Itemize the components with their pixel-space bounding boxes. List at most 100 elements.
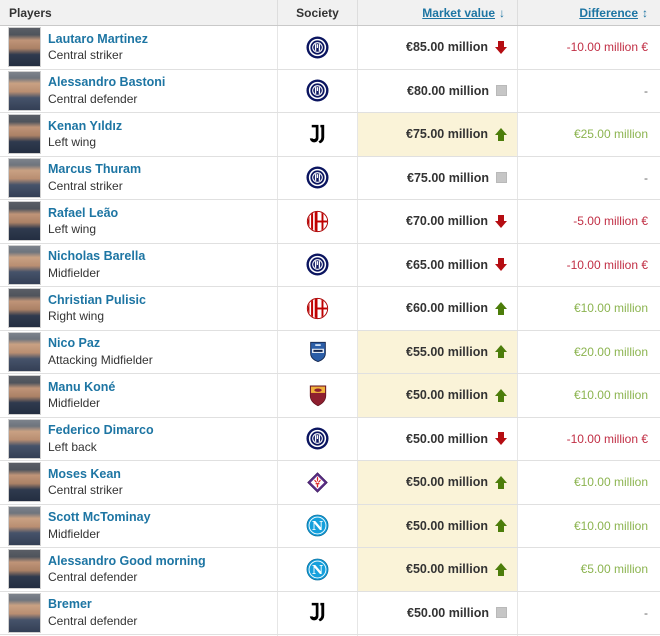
player-cell: Alessandro Good morning Central defender — [0, 548, 278, 591]
table-header: Players Society Market value ↓ Differenc… — [0, 0, 660, 26]
market-value-cell: €50.00 million — [358, 548, 518, 591]
table-row: Federico Dimarco Left back €50.00 millio… — [0, 417, 660, 461]
difference-value: €10.00 million — [573, 475, 648, 490]
player-position: Midfielder — [48, 526, 101, 541]
society-cell — [278, 287, 358, 330]
player-position: Attacking Midfielder — [48, 352, 153, 367]
player-name-link[interactable]: Christian Pulisic — [48, 292, 146, 307]
table-row: Scott McTominay Midfielder N €50.00 mill… — [0, 504, 660, 548]
inter-club-badge-icon[interactable] — [306, 35, 330, 59]
player-position: Left wing — [48, 222, 97, 237]
table-row: Christian Pulisic Right wing €60.00 mill… — [0, 287, 660, 331]
arrow-up-icon — [495, 562, 507, 576]
player-name-link[interactable]: Marcus Thuram — [48, 162, 142, 177]
player-position: Midfielder — [48, 396, 101, 411]
sort-both-icon[interactable]: ↕ — [642, 5, 648, 20]
arrow-up-icon — [495, 475, 507, 489]
column-header-society: Society — [278, 0, 358, 25]
arrow-down-icon — [495, 214, 507, 228]
roma-club-badge-icon[interactable] — [306, 383, 330, 407]
player-photo[interactable] — [8, 549, 41, 590]
player-photo[interactable] — [8, 27, 41, 68]
market-value: €50.00 million — [407, 605, 489, 620]
como-club-badge-icon[interactable] — [306, 340, 330, 364]
player-position: Midfielder — [48, 265, 101, 280]
player-photo[interactable] — [8, 331, 41, 372]
difference-value: -10.00 million € — [566, 40, 648, 55]
arrow-up-icon — [495, 345, 507, 359]
napoli-club-badge-icon[interactable]: N — [306, 514, 330, 538]
player-photo[interactable] — [8, 462, 41, 503]
no-change-icon — [496, 85, 507, 97]
difference-value: -10.00 million € — [566, 257, 648, 272]
player-photo[interactable] — [8, 592, 41, 633]
fiorentina-club-badge-icon[interactable] — [306, 470, 330, 494]
player-position: Central defender — [48, 91, 138, 106]
player-cell: Scott McTominay Midfielder — [0, 504, 278, 547]
society-cell — [278, 200, 358, 243]
milan-club-badge-icon[interactable] — [306, 209, 330, 233]
player-name-link[interactable]: Rafael Leão — [48, 205, 119, 220]
society-cell — [278, 374, 358, 417]
market-value-cell: €55.00 million — [358, 330, 518, 373]
inter-club-badge-icon[interactable] — [306, 79, 330, 103]
market-value: €85.00 million — [406, 40, 488, 55]
player-name-link[interactable]: Nicholas Barella — [48, 249, 146, 264]
player-photo[interactable] — [8, 114, 41, 155]
milan-club-badge-icon[interactable] — [306, 296, 330, 320]
society-cell — [278, 26, 358, 69]
table-row: Kenan Yıldız Left wing €75.00 million €2… — [0, 113, 660, 157]
market-value: €80.00 million — [407, 83, 489, 98]
inter-club-badge-icon[interactable] — [306, 427, 330, 451]
difference-sort-link[interactable]: Difference — [579, 5, 638, 20]
difference-cell: -10.00 million € — [518, 26, 660, 69]
difference-cell: - — [518, 70, 660, 113]
juventus-club-badge-icon[interactable] — [306, 601, 330, 625]
player-name-link[interactable]: Federico Dimarco — [48, 423, 154, 438]
difference-value: - — [644, 170, 648, 185]
player-name-link[interactable]: Alessandro Bastoni — [48, 75, 166, 90]
svg-text:N: N — [312, 562, 323, 577]
player-name-link[interactable]: Nico Paz — [48, 336, 101, 351]
player-photo[interactable] — [8, 157, 41, 198]
inter-club-badge-icon[interactable] — [306, 166, 330, 190]
player-position: Central defender — [48, 570, 138, 585]
player-photo[interactable] — [8, 418, 41, 459]
sort-descending-icon[interactable]: ↓ — [499, 5, 505, 20]
player-photo[interactable] — [8, 244, 41, 285]
player-cell: Lautaro Martinez Central striker — [0, 26, 278, 69]
player-name-link[interactable]: Moses Kean — [48, 466, 121, 481]
market-value-cell: €50.00 million — [358, 504, 518, 547]
player-photo[interactable] — [8, 505, 41, 546]
player-name-link[interactable]: Alessandro Good morning — [48, 553, 206, 568]
difference-value: €10.00 million — [573, 518, 648, 533]
player-photo[interactable] — [8, 70, 41, 111]
juventus-club-badge-icon[interactable] — [306, 122, 330, 146]
arrow-up-icon — [495, 388, 507, 402]
player-name-link[interactable]: Lautaro Martinez — [48, 31, 149, 46]
player-position: Left wing — [48, 135, 97, 150]
player-cell: Christian Pulisic Right wing — [0, 287, 278, 330]
market-value-sort-link[interactable]: Market value — [422, 5, 495, 20]
player-name-link[interactable]: Scott McTominay — [48, 510, 151, 525]
player-photo[interactable] — [8, 201, 41, 242]
difference-cell: €5.00 million — [518, 548, 660, 591]
player-cell: Nico Paz Attacking Midfielder — [0, 330, 278, 373]
society-cell — [278, 69, 358, 112]
napoli-club-badge-icon[interactable]: N — [306, 557, 330, 581]
difference-cell: €25.00 million — [518, 113, 660, 156]
difference-value: €25.00 million — [573, 127, 648, 142]
society-cell — [278, 461, 358, 504]
player-name-link[interactable]: Kenan Yıldız — [48, 118, 123, 133]
difference-cell: - — [518, 592, 660, 635]
difference-value: - — [644, 83, 648, 98]
society-cell — [278, 113, 358, 156]
player-cell: Kenan Yıldız Left wing — [0, 113, 278, 156]
player-name-link[interactable]: Bremer — [48, 597, 92, 612]
arrow-down-icon — [495, 258, 507, 272]
inter-club-badge-icon[interactable] — [306, 253, 330, 277]
player-photo[interactable] — [8, 288, 41, 329]
player-position: Central defender — [48, 613, 138, 628]
player-name-link[interactable]: Manu Koné — [48, 379, 116, 394]
player-photo[interactable] — [8, 375, 41, 416]
